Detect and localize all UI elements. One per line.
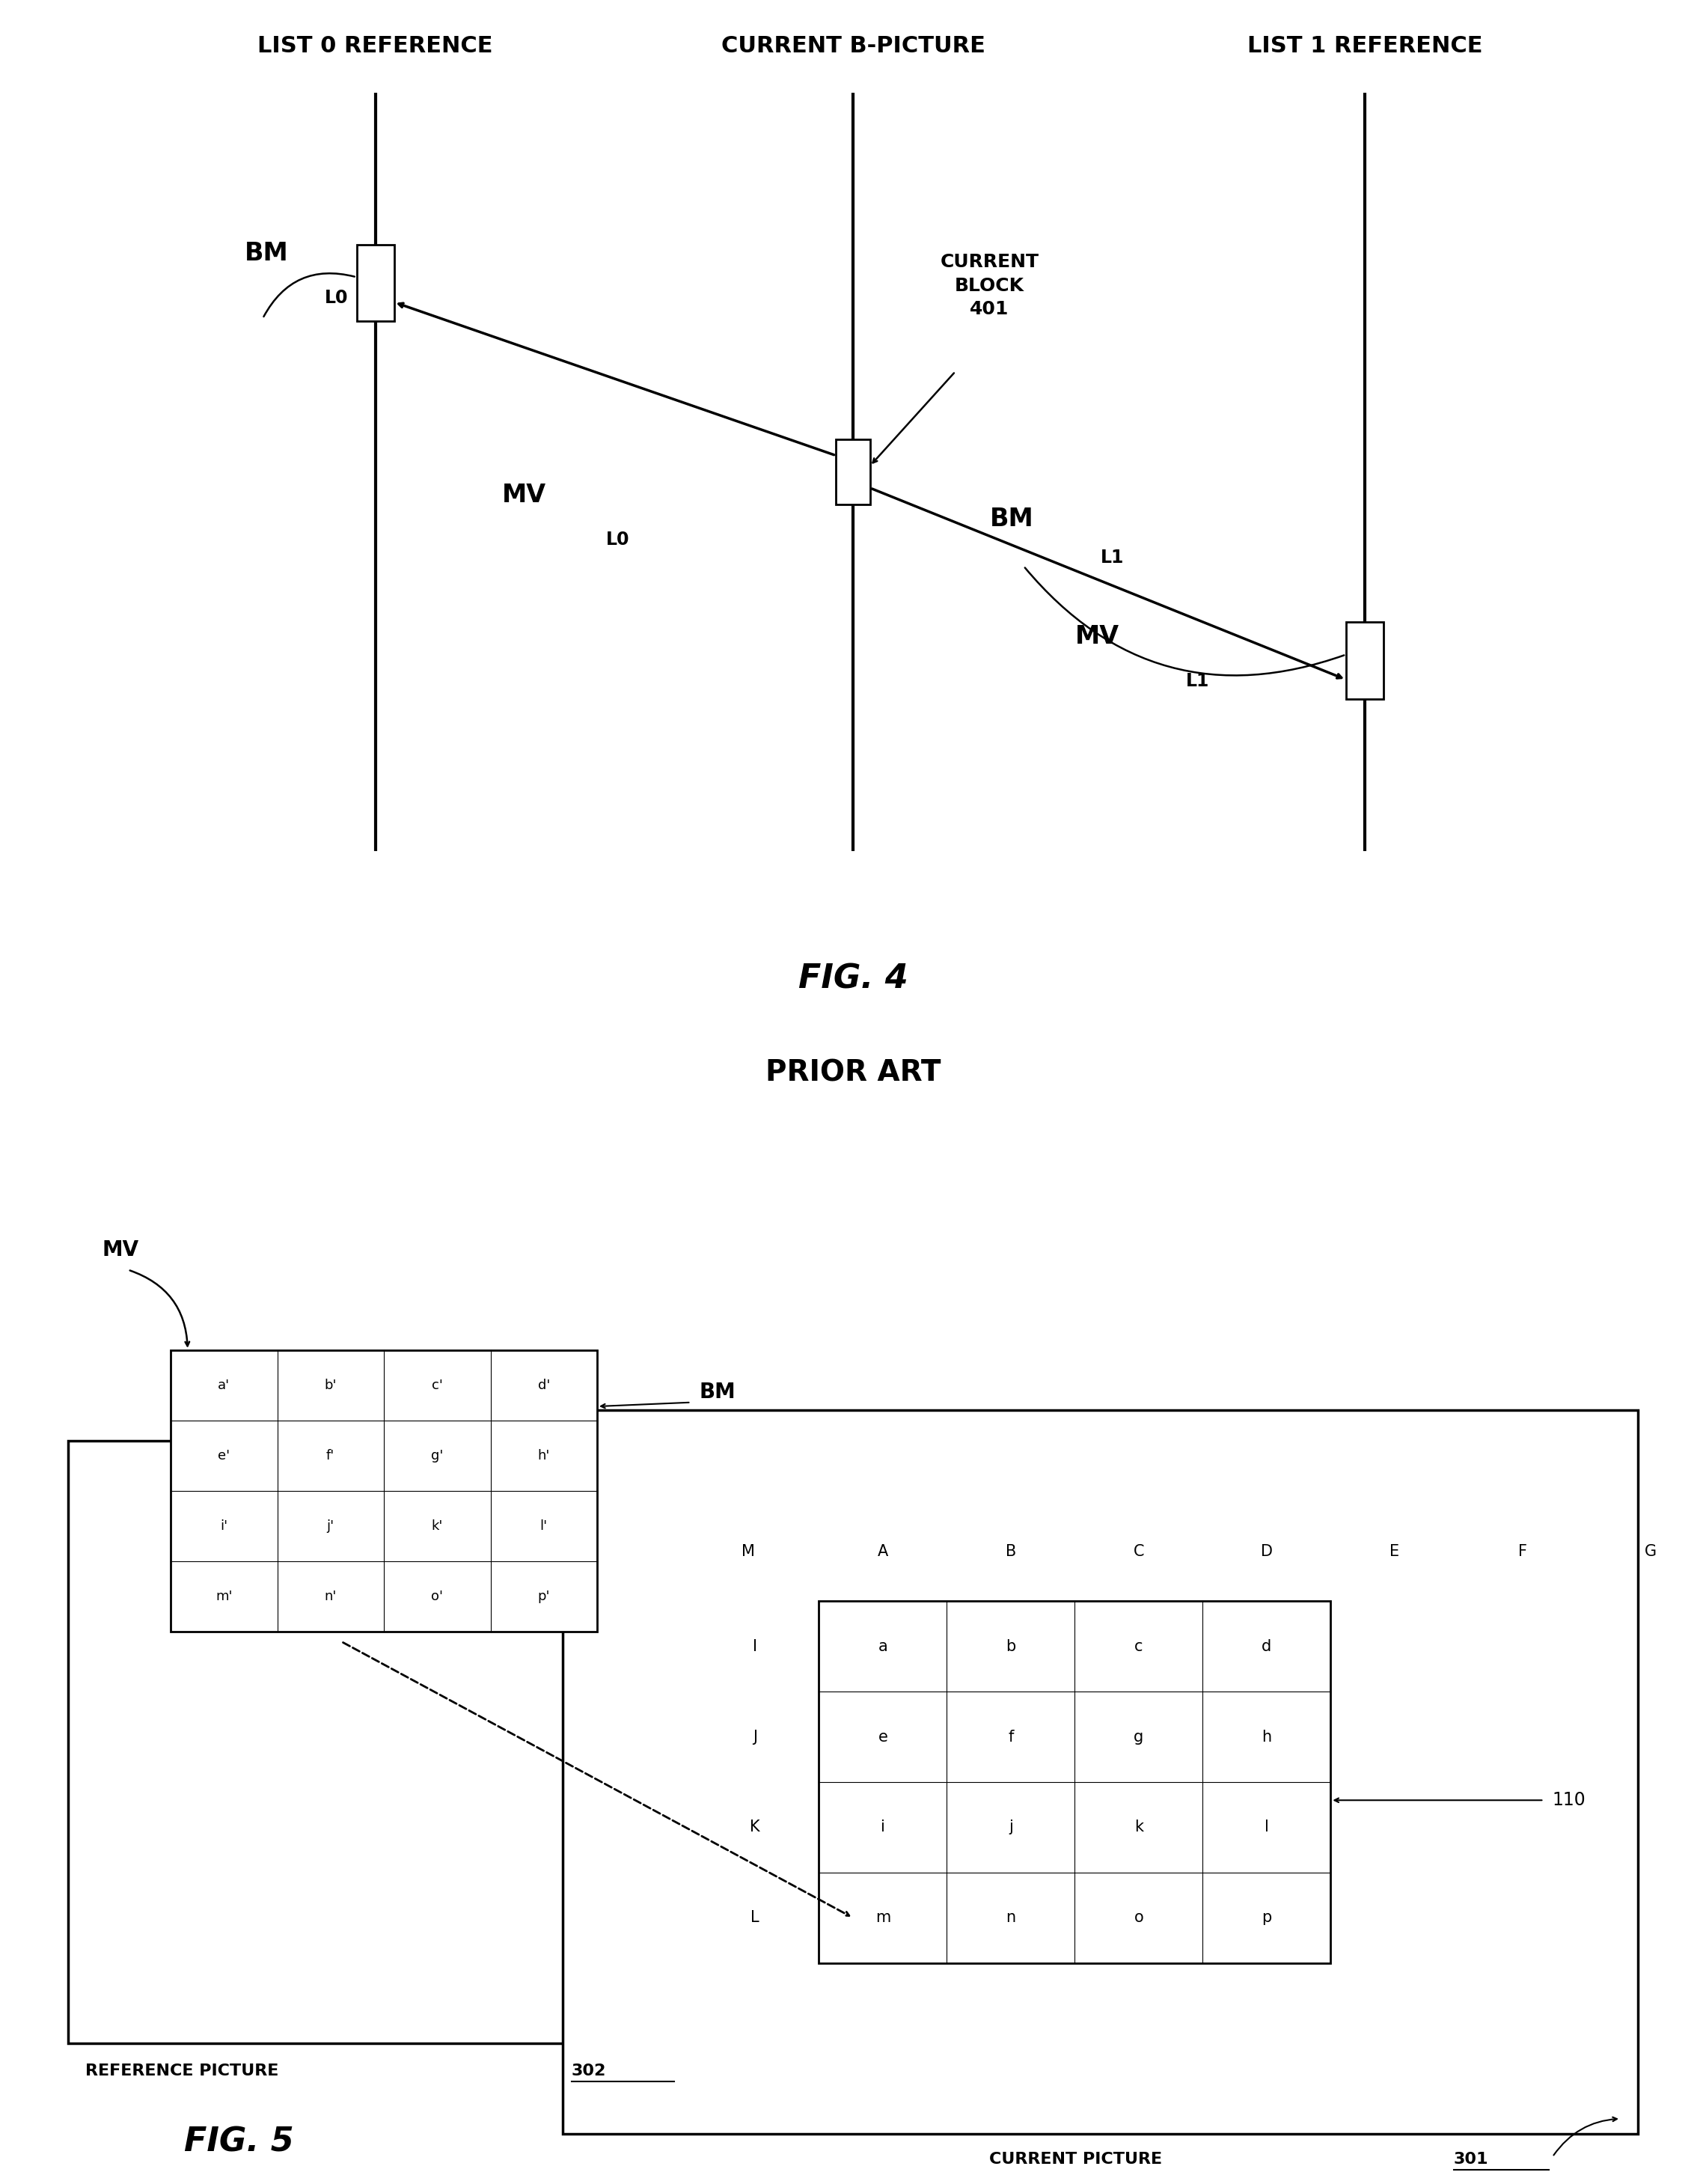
- Text: h: h: [1262, 1730, 1271, 1745]
- Text: FIG. 4: FIG. 4: [798, 963, 908, 996]
- Text: e': e': [218, 1448, 230, 1463]
- Text: c': c': [432, 1378, 444, 1391]
- Text: p: p: [1262, 1911, 1271, 1926]
- Text: i': i': [220, 1520, 227, 1533]
- Text: 110: 110: [1552, 1791, 1587, 1808]
- Text: BM: BM: [699, 1382, 735, 1402]
- Text: 302: 302: [572, 2064, 606, 2079]
- Text: p': p': [537, 1590, 549, 1603]
- Text: i: i: [880, 1819, 885, 1835]
- Text: b: b: [1007, 1638, 1015, 1653]
- Text: a: a: [879, 1638, 887, 1653]
- Bar: [1346, 622, 1384, 699]
- Text: f: f: [1008, 1730, 1013, 1745]
- Text: MV: MV: [502, 483, 546, 507]
- Text: l: l: [1264, 1819, 1269, 1835]
- Text: CURRENT B-PICTURE: CURRENT B-PICTURE: [722, 35, 984, 57]
- Text: j': j': [328, 1520, 334, 1533]
- Bar: [171, 1350, 597, 1631]
- Text: n': n': [324, 1590, 336, 1603]
- Text: L1: L1: [1100, 548, 1124, 566]
- Text: K: K: [751, 1819, 759, 1835]
- Text: l': l': [541, 1520, 548, 1533]
- Text: b': b': [324, 1378, 336, 1391]
- Text: I: I: [752, 1638, 757, 1653]
- Text: PRIOR ART: PRIOR ART: [766, 1059, 940, 1088]
- Text: M: M: [742, 1544, 756, 1559]
- Text: CURRENT
BLOCK
401: CURRENT BLOCK 401: [940, 253, 1039, 319]
- Text: d': d': [537, 1378, 549, 1391]
- Text: d: d: [1262, 1638, 1271, 1653]
- Text: f': f': [326, 1448, 334, 1463]
- Bar: [819, 1601, 1331, 1963]
- Text: BM: BM: [989, 507, 1034, 531]
- Text: J: J: [752, 1730, 757, 1745]
- Text: D: D: [1261, 1544, 1273, 1559]
- Text: L1: L1: [1186, 673, 1210, 690]
- Text: 301: 301: [1454, 2151, 1488, 2167]
- Text: LIST 0 REFERENCE: LIST 0 REFERENCE: [258, 35, 493, 57]
- Text: B: B: [1005, 1544, 1017, 1559]
- Text: m: m: [875, 1911, 891, 1926]
- Text: j: j: [1008, 1819, 1013, 1835]
- Text: LIST 1 REFERENCE: LIST 1 REFERENCE: [1247, 35, 1483, 57]
- Bar: [68, 1441, 1007, 2044]
- Bar: [563, 1411, 1638, 2134]
- Text: L: L: [751, 1911, 759, 1926]
- Bar: [357, 245, 394, 321]
- Text: c: c: [1134, 1638, 1143, 1653]
- Text: REFERENCE PICTURE: REFERENCE PICTURE: [85, 2064, 278, 2079]
- Text: L0: L0: [324, 288, 348, 308]
- Text: BM: BM: [244, 240, 288, 266]
- Text: k: k: [1134, 1819, 1143, 1835]
- Text: MV: MV: [1075, 625, 1119, 649]
- Text: m': m': [215, 1590, 232, 1603]
- Bar: [836, 439, 870, 505]
- Text: g: g: [1134, 1730, 1143, 1745]
- Text: A: A: [877, 1544, 889, 1559]
- Text: FIG. 5: FIG. 5: [184, 2125, 293, 2158]
- Text: F: F: [1518, 1544, 1527, 1559]
- Text: G: G: [1645, 1544, 1657, 1559]
- Text: E: E: [1390, 1544, 1399, 1559]
- Text: n: n: [1007, 1911, 1015, 1926]
- Text: MV: MV: [102, 1241, 140, 1260]
- Text: a': a': [218, 1378, 230, 1391]
- Text: L0: L0: [606, 531, 630, 548]
- Text: k': k': [432, 1520, 444, 1533]
- Text: CURRENT PICTURE: CURRENT PICTURE: [989, 2151, 1162, 2167]
- Text: g': g': [432, 1448, 444, 1463]
- Text: h': h': [537, 1448, 549, 1463]
- Text: C: C: [1133, 1544, 1145, 1559]
- Text: e: e: [879, 1730, 887, 1745]
- Text: o: o: [1134, 1911, 1143, 1926]
- Text: o': o': [432, 1590, 444, 1603]
